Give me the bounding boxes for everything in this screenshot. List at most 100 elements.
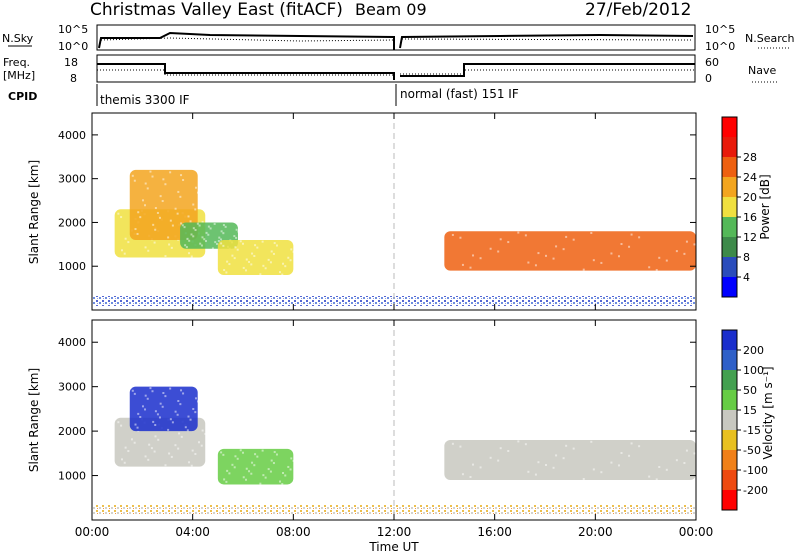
echo-speckle [590, 231, 593, 234]
echo-speckle [170, 455, 173, 458]
echo-speckle [127, 241, 130, 244]
nsky-tick-top: 10^5 [58, 23, 88, 36]
echo-speckle [234, 455, 237, 458]
echo-speckle [284, 265, 287, 268]
freq-tick-bottom: 8 [70, 72, 77, 85]
echo-speckle [242, 266, 245, 269]
colorbar-segment [722, 277, 737, 298]
echo-speckle [290, 457, 293, 460]
echo-speckle [253, 255, 256, 258]
echo-speckle [499, 238, 502, 241]
echo-speckle [273, 242, 276, 245]
colorbar-segment [722, 470, 737, 491]
power-y-axis: 1000 2000 3000 4000 [58, 129, 696, 273]
echo-speckle [444, 440, 447, 442]
echo-speckle [133, 179, 136, 182]
echo-speckle [213, 222, 216, 225]
power-colorbar-label: Power [dB] [758, 174, 772, 239]
y-tick-label: 2000 [58, 425, 86, 438]
echo-speckle [222, 244, 225, 247]
echo-speckle [489, 247, 492, 250]
echo-speckle [461, 473, 464, 476]
echo-speckle [170, 246, 173, 249]
echo-speckle [182, 179, 185, 182]
echo-speckle [180, 435, 183, 438]
echo-speckle [169, 219, 172, 222]
echo-speckle [223, 269, 226, 272]
echo-speckle [489, 456, 492, 459]
colorbar-tick-label: 20 [743, 191, 757, 204]
nsky-label: N.Sky [2, 32, 34, 45]
echo-speckle [242, 476, 245, 479]
echo-speckle [472, 254, 475, 257]
x-tick-label: 12:00 [377, 525, 412, 539]
echo-speckle [259, 482, 262, 485]
echo-speckle [161, 200, 164, 203]
echo-speckle [572, 238, 575, 241]
echo-speckle [224, 225, 227, 228]
power-panel: 1000 2000 3000 4000 Slant Range [km] [27, 112, 697, 311]
echo-speckle [524, 234, 527, 237]
echo-speckle [137, 211, 140, 214]
nsky-series [98, 31, 694, 50]
echo-speckle [248, 260, 251, 263]
echo-speckle [154, 207, 157, 210]
echo-speckle [186, 237, 189, 240]
echo-speckle [146, 397, 149, 400]
echo-speckle [117, 212, 120, 215]
x-tick-label: 20:00 [578, 525, 613, 539]
colorbar-frame [721, 116, 738, 298]
echo-speckle [201, 236, 204, 239]
echo-speckle [630, 442, 633, 445]
colorbar-segment [722, 390, 737, 411]
echo-speckle [164, 395, 167, 398]
echo-speckle [189, 220, 192, 223]
x-tick-label: 00:00 [679, 525, 714, 539]
colorbar-segment [722, 430, 737, 451]
echo-speckle [120, 458, 123, 461]
colorbar-segment [722, 410, 737, 431]
echo-speckle [281, 483, 284, 486]
echo-speckle [120, 424, 123, 427]
echo-speckle [177, 447, 180, 450]
echo-speckle [124, 237, 127, 240]
echo-speckle [648, 266, 651, 269]
echo-speckle [665, 468, 668, 471]
echo-speckle [648, 475, 651, 478]
echo-speckle [284, 474, 287, 477]
echo-speckle [176, 413, 179, 416]
echo-speckle [217, 448, 220, 451]
echo-speckle [144, 182, 147, 185]
x-tick-label: 08:00 [276, 525, 311, 539]
echo-speckle [278, 271, 281, 274]
echo-speckle [250, 472, 253, 475]
velocity-y-axis: 1000 2000 3000 4000 [58, 336, 696, 483]
echo-speckle [665, 259, 668, 262]
echo-speckle [177, 190, 180, 193]
echo-speckle [472, 463, 475, 466]
echo-speckle [134, 228, 137, 231]
colorbar-tick-label: 50 [743, 384, 757, 397]
echo-speckle [444, 231, 447, 234]
echo-speckle [129, 169, 132, 172]
colorbar-segment [722, 217, 737, 238]
colorbar-frame [721, 329, 738, 511]
echo-speckle [131, 389, 134, 392]
echo-speckle [617, 464, 620, 467]
echo-speckle [259, 273, 262, 276]
echo-speckle [144, 408, 147, 411]
colorbar-segment [722, 157, 737, 178]
colorbar-tick-label: 28 [743, 151, 757, 164]
echo-speckle [144, 246, 147, 249]
x-tick-label: 04:00 [175, 525, 210, 539]
velocity-y-label: Slant Range [km] [27, 368, 41, 472]
colorbar-segment [722, 117, 737, 138]
echo-speckle [146, 187, 149, 190]
echo-speckle [459, 236, 462, 239]
echo-speckle [239, 240, 242, 243]
echo-speckle [517, 231, 520, 234]
echo-speckle [231, 254, 234, 257]
echo-speckle [254, 453, 257, 456]
echo-speckle [183, 226, 186, 229]
echo-speckle [262, 264, 265, 267]
